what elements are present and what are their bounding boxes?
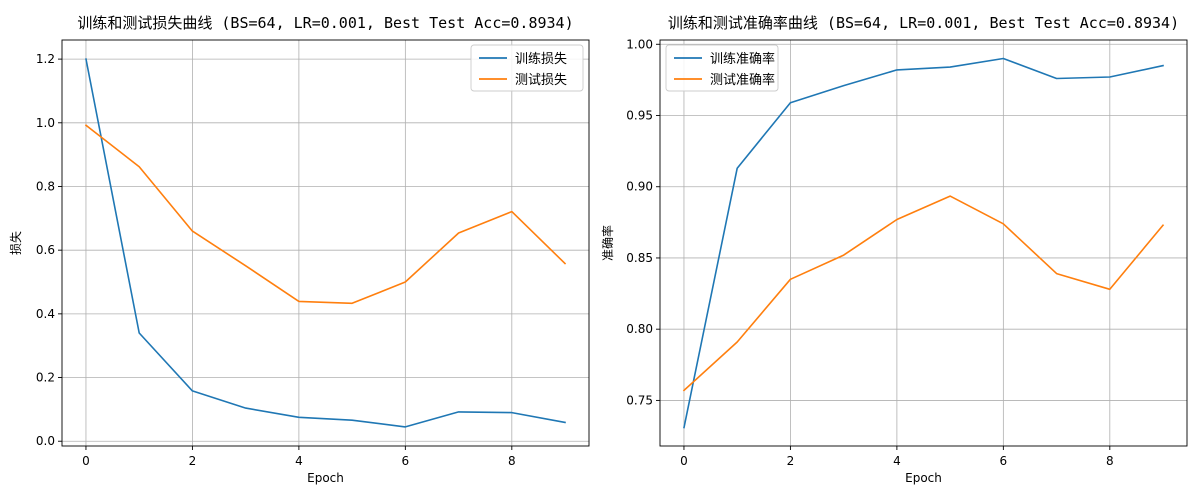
y-tick-label: 0.2 xyxy=(36,371,55,385)
y-tick-label: 0.0 xyxy=(36,434,55,448)
y-tick-label: 0.4 xyxy=(36,307,55,321)
x-axis-label: Epoch xyxy=(307,471,344,485)
x-tick-label: 0 xyxy=(82,454,90,468)
y-axis-label: 损失 xyxy=(8,231,23,255)
y-tick-label: 0.8 xyxy=(36,179,55,193)
chart-title: 训练和测试准确率曲线 (BS=64, LR=0.001, Best Test A… xyxy=(668,14,1179,32)
axes-frame xyxy=(61,39,590,447)
chart-2: 0 2 4 6 8 0.75 0.80 0.85 0.90 0.95 1.00 训练和测试准确率曲线 … xyxy=(600,14,1188,485)
y-tick-label: 0.6 xyxy=(36,243,55,257)
x-axis-label: Epoch xyxy=(905,471,942,485)
series-line-test xyxy=(84,124,567,305)
y-tick-label: 0.95 xyxy=(626,109,653,123)
x-tick-label: 0 xyxy=(680,454,688,468)
chart-title: 训练和测试损失曲线 (BS=64, LR=0.001, Best Test Ac… xyxy=(77,14,573,32)
axes-frame xyxy=(659,39,1188,447)
y-tick-label: 1.0 xyxy=(36,116,55,130)
y-tick-label: 0.90 xyxy=(626,180,653,194)
x-tick-label: 2 xyxy=(189,454,197,468)
x-tick-label: 8 xyxy=(1106,454,1114,468)
legend-label-test: 测试准确率 xyxy=(710,72,775,88)
x-tick-label: 4 xyxy=(893,454,901,468)
x-tick-label: 4 xyxy=(295,454,303,468)
series-line-train xyxy=(85,58,566,428)
series-line-test xyxy=(682,195,1165,392)
y-tick-label: 1.00 xyxy=(626,37,653,51)
legend-label-test: 测试损失 xyxy=(515,73,567,88)
legend-label-train: 训练损失 xyxy=(515,52,567,67)
y-tick-label: 0.80 xyxy=(626,322,653,336)
legend-label-train: 训练准确率 xyxy=(710,51,775,67)
series-line-train xyxy=(683,57,1164,429)
y-tick-label: 0.85 xyxy=(626,251,653,265)
y-tick-label: 1.2 xyxy=(36,52,55,66)
y-axis-label: 准确率 xyxy=(600,225,615,261)
y-tick-label: 0.75 xyxy=(626,393,653,407)
x-tick-label: 8 xyxy=(508,454,516,468)
x-tick-label: 6 xyxy=(402,454,410,468)
x-tick-label: 2 xyxy=(787,454,795,468)
chart-1: 0 2 4 6 8 0.0 0.2 0.4 0.6 0.8 1.0 1.2 训练和测试损失曲线 (BS=… xyxy=(8,14,590,485)
x-tick-label: 6 xyxy=(1000,454,1008,468)
